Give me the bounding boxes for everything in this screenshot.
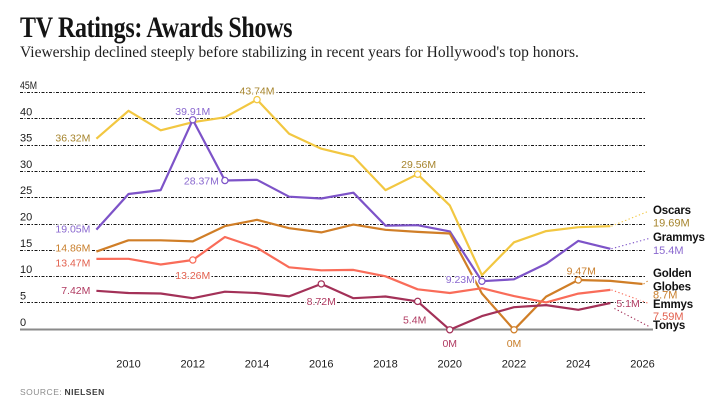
page-subtitle: Viewership declined steeply before stabi… bbox=[20, 44, 579, 61]
y-tick-label: 35 bbox=[20, 133, 32, 145]
source-credit: SOURCE: NIELSEN bbox=[20, 387, 105, 397]
marker-grammys-2021 bbox=[478, 277, 486, 285]
marker-grammys-2013 bbox=[221, 176, 229, 185]
marker-tonys-2019 bbox=[413, 297, 422, 306]
x-tick-label: 2026 bbox=[630, 359, 654, 371]
annotation-globes-2022: 0M bbox=[507, 338, 522, 350]
legend-name-emmys: Emmys bbox=[653, 299, 693, 311]
marker-emmys-2012 bbox=[189, 256, 197, 264]
source-name: NIELSEN bbox=[64, 387, 105, 397]
y-tick-label: 20 bbox=[20, 212, 32, 224]
legend-value-emmys: 7.59M bbox=[653, 311, 684, 323]
annotation-tonys-2016: 8.72M bbox=[307, 296, 336, 308]
line-emmys bbox=[96, 235, 611, 304]
leader-emmys bbox=[611, 289, 650, 305]
page-title: TV Ratings: Awards Shows bbox=[20, 11, 293, 44]
marker-oscars-2014 bbox=[253, 95, 261, 104]
marker-globes-2024 bbox=[574, 276, 583, 284]
annotation-oscars-2019: 29.56M bbox=[401, 159, 436, 171]
marker-tonys-2016 bbox=[317, 280, 325, 288]
annotation-tonys-2019: 5.4M bbox=[403, 314, 426, 326]
x-tick-label: 2024 bbox=[566, 359, 590, 371]
annotation-oscars-2009: 36.32M bbox=[55, 133, 90, 145]
annotation-emmys-2009: 13.47M bbox=[55, 257, 90, 269]
legend-value-oscars: 19.69M bbox=[653, 218, 690, 230]
legend-name-globes: Golden bbox=[653, 268, 692, 280]
leader-tonys bbox=[614, 307, 650, 327]
x-tick-label: 2018 bbox=[373, 359, 397, 371]
annotation-tonys-2025: 5.1M bbox=[616, 298, 639, 310]
line-tonys bbox=[96, 282, 611, 331]
legend-value-globes: 8.7M bbox=[653, 290, 677, 302]
line-grammys bbox=[95, 118, 611, 283]
y-tick-label: 15 bbox=[20, 238, 32, 250]
x-tick-label: 2012 bbox=[181, 359, 205, 371]
y-tick-label: 25 bbox=[20, 185, 32, 197]
line-globes bbox=[96, 218, 643, 331]
annotation-globes-2009: 14.86M bbox=[55, 243, 90, 255]
marker-globes-2022 bbox=[510, 326, 518, 334]
leader-globes bbox=[643, 279, 650, 285]
annotation-grammys-2012: 39.91M bbox=[175, 106, 210, 118]
x-tick-label: 2014 bbox=[245, 359, 269, 371]
legend-value-grammys: 15.4M bbox=[653, 245, 684, 257]
marker-grammys-2012 bbox=[189, 116, 197, 124]
annotation-emmys-2012: 13.26M bbox=[175, 270, 210, 282]
x-tick-label: 2016 bbox=[309, 359, 333, 371]
annotation-tonys-2009: 7.42M bbox=[61, 285, 90, 297]
marker-tonys-2020 bbox=[446, 326, 454, 334]
y-tick-label: 0 bbox=[20, 317, 26, 329]
annotation-grammys-2021: 9.23M bbox=[446, 274, 475, 286]
leader-oscars bbox=[611, 210, 650, 227]
annotation-grammys-2009: 19.05M bbox=[55, 224, 90, 236]
marker-oscars-2019 bbox=[413, 170, 422, 178]
y-tick-label: 5 bbox=[20, 290, 26, 302]
y-tick-label: 40 bbox=[20, 106, 32, 118]
y-tick-label: 30 bbox=[20, 159, 32, 171]
line-oscars bbox=[95, 98, 611, 277]
legend-name-grammys: Grammys bbox=[653, 232, 705, 244]
annotation-globes-2024: 9.47M bbox=[567, 265, 596, 277]
y-tick-label: 45M bbox=[20, 80, 37, 92]
legend-name-tonys: Tonys bbox=[653, 320, 685, 332]
source-prefix: SOURCE: bbox=[20, 387, 63, 397]
legend-name-globes: Globes bbox=[653, 282, 691, 294]
annotation-tonys-2020: 0M bbox=[442, 338, 457, 350]
x-tick-label: 2022 bbox=[502, 359, 526, 371]
x-tick-label: 2020 bbox=[438, 359, 462, 371]
annotation-grammys-2013: 28.37M bbox=[184, 176, 219, 188]
x-tick-label: 2010 bbox=[116, 359, 140, 371]
y-tick-label: 10 bbox=[20, 264, 32, 276]
leader-grammys bbox=[611, 237, 650, 250]
legend-name-oscars: Oscars bbox=[653, 205, 691, 217]
annotation-oscars-2014: 43.74M bbox=[240, 86, 275, 98]
